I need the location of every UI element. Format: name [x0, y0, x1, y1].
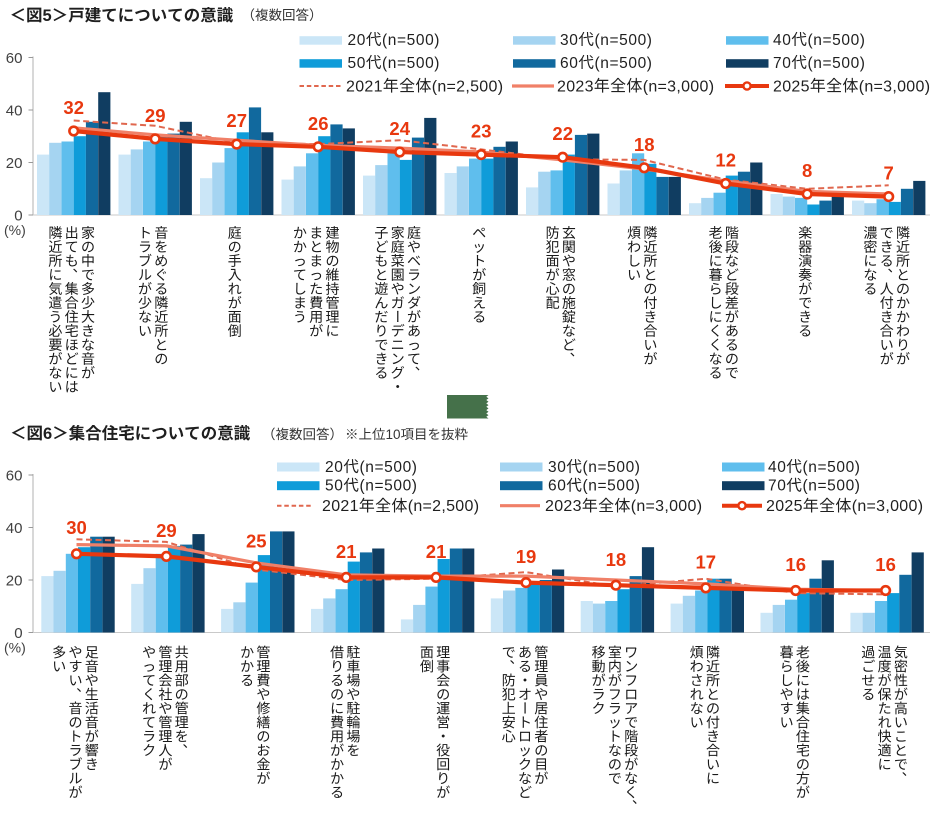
- svg-text:30: 30: [560, 32, 578, 49]
- svg-text:23: 23: [471, 121, 492, 142]
- svg-text:27: 27: [226, 110, 247, 131]
- svg-text:17: 17: [696, 551, 717, 572]
- svg-text:(n=2,500): (n=2,500): [408, 498, 480, 515]
- svg-text:(n=500): (n=500): [595, 32, 653, 49]
- svg-text:16: 16: [785, 554, 806, 575]
- svg-text:40: 40: [768, 459, 786, 476]
- svg-text:(n=500): (n=500): [583, 478, 641, 495]
- svg-text:40: 40: [6, 520, 23, 537]
- svg-text:(n=3,000): (n=3,000): [643, 78, 715, 95]
- svg-text:2023: 2023: [545, 498, 582, 515]
- svg-text:8: 8: [802, 160, 812, 181]
- svg-text:19: 19: [516, 546, 537, 567]
- svg-text:2021: 2021: [322, 498, 359, 515]
- svg-text:20: 20: [6, 572, 23, 589]
- svg-text:18: 18: [606, 549, 627, 570]
- svg-text:24: 24: [389, 118, 410, 139]
- svg-text:40: 40: [6, 102, 23, 119]
- svg-text:(n=500): (n=500): [382, 55, 440, 72]
- svg-text:20: 20: [348, 32, 366, 49]
- svg-text:(%): (%): [4, 222, 26, 238]
- svg-text:26: 26: [308, 113, 329, 134]
- svg-text:30: 30: [66, 517, 87, 538]
- svg-text:(%): (%): [4, 640, 26, 656]
- svg-text:0: 0: [14, 625, 22, 642]
- svg-text:2025: 2025: [766, 498, 803, 515]
- svg-text:(n=500): (n=500): [808, 55, 866, 72]
- svg-text:10: 10: [386, 427, 401, 442]
- svg-text:(n=500): (n=500): [803, 459, 861, 476]
- svg-text:16: 16: [875, 554, 896, 575]
- svg-text:21: 21: [426, 541, 447, 562]
- svg-text:(n=500): (n=500): [360, 459, 418, 476]
- svg-text:5: 5: [43, 7, 52, 25]
- svg-text:70: 70: [768, 478, 786, 495]
- svg-text:22: 22: [552, 123, 573, 144]
- svg-text:60: 60: [548, 478, 566, 495]
- svg-text:2025: 2025: [773, 78, 810, 95]
- svg-text:(n=3,000): (n=3,000): [859, 78, 931, 95]
- svg-text:2021: 2021: [346, 78, 383, 95]
- svg-text:(n=500): (n=500): [808, 32, 866, 49]
- svg-text:12: 12: [715, 150, 736, 171]
- svg-text:(n=500): (n=500): [382, 32, 440, 49]
- svg-text:(n=3,000): (n=3,000): [852, 498, 924, 515]
- svg-text:(n=500): (n=500): [595, 55, 653, 72]
- svg-text:29: 29: [145, 105, 166, 126]
- svg-text:60: 60: [560, 55, 578, 72]
- svg-text:60: 60: [6, 467, 23, 484]
- svg-text:7: 7: [884, 163, 894, 184]
- svg-text:30: 30: [548, 459, 566, 476]
- svg-text:29: 29: [156, 520, 177, 541]
- svg-text:50: 50: [325, 478, 343, 495]
- svg-text:(n=500): (n=500): [360, 478, 418, 495]
- svg-text:20: 20: [6, 155, 23, 172]
- svg-text:25: 25: [246, 530, 267, 551]
- svg-text:21: 21: [336, 541, 357, 562]
- svg-text:70: 70: [773, 55, 791, 72]
- svg-text:40: 40: [773, 32, 791, 49]
- svg-text:(n=2,500): (n=2,500): [432, 78, 504, 95]
- svg-text:(n=3,000): (n=3,000): [631, 498, 703, 515]
- svg-text:20: 20: [325, 459, 343, 476]
- svg-text:0: 0: [14, 207, 22, 224]
- svg-text:50: 50: [348, 55, 366, 72]
- svg-text:2023: 2023: [557, 78, 594, 95]
- svg-text:60: 60: [6, 50, 23, 67]
- svg-text:18: 18: [634, 134, 655, 155]
- svg-text:(n=500): (n=500): [803, 478, 861, 495]
- svg-text:32: 32: [63, 97, 84, 118]
- svg-text:6: 6: [43, 425, 52, 443]
- svg-text:(n=500): (n=500): [583, 459, 641, 476]
